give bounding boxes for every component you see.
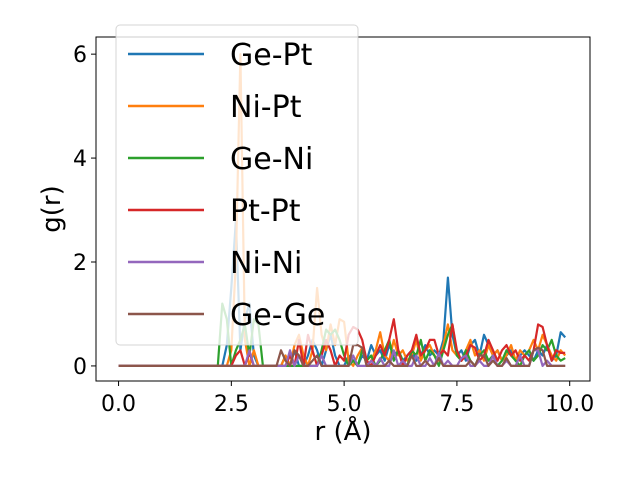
legend-label: Ni-Pt — [230, 90, 302, 125]
legend-item-ge-pt: Ge-Pt — [128, 38, 313, 73]
legend-label: Ge-Ni — [230, 142, 313, 177]
legend-item-ni-pt: Ni-Pt — [128, 90, 302, 125]
x-tick-label: 2.5 — [214, 392, 249, 417]
y-tick-label: 0 — [73, 355, 87, 380]
legend-label: Ge-Pt — [230, 38, 313, 73]
x-tick-label: 5.0 — [327, 392, 362, 417]
y-axis-label: g(r) — [37, 185, 67, 232]
legend-item-ge-ni: Ge-Ni — [128, 142, 313, 177]
y-tick-label: 4 — [73, 147, 87, 172]
x-tick-label: 7.5 — [439, 392, 474, 417]
legend-label: Ge-Ge — [230, 298, 325, 333]
legend-label: Ni-Ni — [230, 246, 302, 281]
legend-item-pt-pt: Pt-Pt — [128, 194, 301, 229]
x-tick-label: 10.0 — [545, 392, 594, 417]
legend-box — [115, 24, 359, 346]
series-line-ge-ge — [118, 344, 566, 367]
y-tick-label: 2 — [73, 251, 87, 276]
y-tick-label: 6 — [73, 43, 87, 68]
legend-label: Pt-Pt — [230, 194, 301, 229]
legend-item-ni-ni: Ni-Ni — [128, 246, 302, 281]
legend: Ge-Pt Ni-Pt Ge-Ni Pt-Pt Ni-Ni Ge-Ge — [115, 24, 359, 346]
ticks: 0.0 2.5 5.0 7.5 10.0 0 2 4 6 — [73, 43, 594, 417]
plot-lines — [118, 52, 567, 367]
legend-item-ge-ge: Ge-Ge — [128, 298, 325, 333]
x-tick-label: 0.0 — [101, 392, 136, 417]
x-axis-label: r (Å) — [314, 415, 371, 447]
